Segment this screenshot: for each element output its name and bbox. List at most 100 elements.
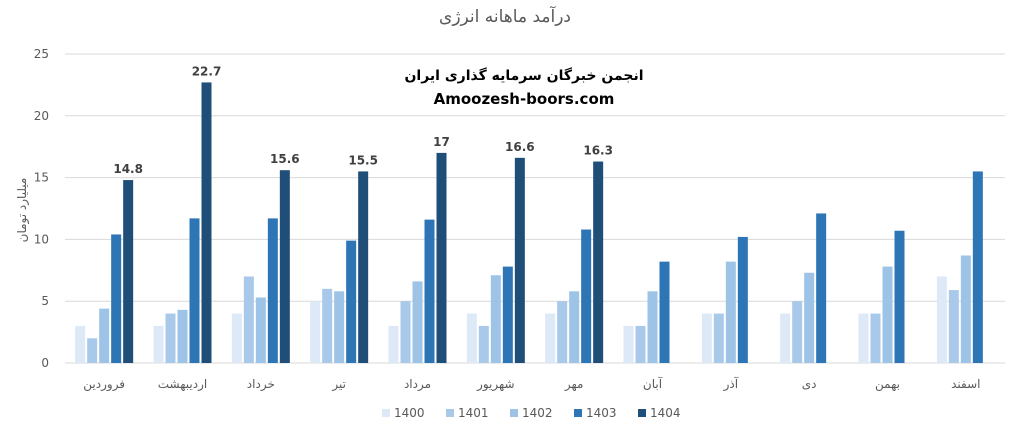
bar-1403-8 bbox=[659, 261, 670, 363]
x-category-label: آبان bbox=[643, 376, 663, 391]
watermark-site: Amoozesh-boors.com bbox=[434, 90, 615, 108]
data-label: 17 bbox=[433, 135, 450, 149]
bar-1404-5 bbox=[436, 152, 447, 363]
legend-swatch bbox=[638, 409, 646, 417]
bar-1403-7 bbox=[581, 229, 592, 363]
y-axis-ticks: 0 5 10 15 20 25 bbox=[34, 47, 49, 370]
bar-1402-5 bbox=[412, 281, 423, 363]
data-labels: 14.8 22.7 15.6 15.5 17 16.6 16.3 bbox=[113, 64, 613, 176]
bar-1402-1 bbox=[99, 308, 110, 363]
watermark-persian: انجمن خبرگان سرمایه گذاری ایران bbox=[404, 67, 643, 84]
data-label: 16.3 bbox=[583, 144, 613, 158]
bar-1404-3 bbox=[279, 170, 290, 363]
legend-swatch bbox=[446, 409, 454, 417]
bar-1400-2 bbox=[153, 325, 164, 363]
bar-1402-9 bbox=[725, 261, 736, 363]
bar-1401-7 bbox=[557, 301, 568, 363]
y-tick-label: 10 bbox=[34, 232, 49, 246]
bar-1401-3 bbox=[243, 276, 254, 363]
bar-1403-11 bbox=[894, 230, 905, 363]
chart-title: درآمد ماهانه انرژی bbox=[439, 5, 571, 27]
bar-1402-2 bbox=[177, 309, 188, 363]
bar-1401-10 bbox=[792, 301, 803, 363]
x-category-label: مهر bbox=[564, 377, 584, 392]
bar-1400-8 bbox=[623, 325, 634, 363]
bar-1402-3 bbox=[255, 297, 266, 363]
legend-label: 1404 bbox=[650, 406, 681, 420]
data-label: 15.6 bbox=[270, 152, 300, 166]
bar-1400-6 bbox=[466, 313, 477, 363]
bar-1400-4 bbox=[310, 301, 321, 363]
bar-1401-6 bbox=[478, 325, 489, 363]
bar-1401-11 bbox=[870, 313, 881, 363]
bar-1403-12 bbox=[972, 171, 983, 363]
bar-1402-7 bbox=[569, 291, 580, 363]
bar-1403-1 bbox=[111, 234, 122, 363]
x-category-label: مرداد bbox=[404, 377, 431, 392]
x-category-label: تیر bbox=[331, 377, 346, 392]
y-tick-label: 5 bbox=[41, 294, 49, 308]
bar-1403-10 bbox=[816, 213, 827, 363]
bar-1404-7 bbox=[593, 161, 604, 363]
bar-1401-1 bbox=[87, 338, 98, 363]
bar-1404-1 bbox=[123, 180, 134, 363]
bar-1400-7 bbox=[545, 313, 556, 363]
bar-1402-6 bbox=[490, 275, 501, 363]
bar-1400-11 bbox=[858, 313, 869, 363]
bar-1402-4 bbox=[334, 291, 345, 363]
legend-label: 1402 bbox=[522, 406, 553, 420]
y-tick-label: 15 bbox=[34, 171, 49, 185]
x-category-label: فروردین bbox=[83, 377, 125, 392]
y-axis-label: میلیارد تومان bbox=[15, 178, 30, 243]
legend-label: 1403 bbox=[586, 406, 617, 420]
bar-1401-8 bbox=[635, 325, 646, 363]
bars bbox=[75, 82, 983, 363]
legend: 1400 1401 1402 1403 1404 bbox=[382, 406, 681, 420]
legend-label: 1401 bbox=[458, 406, 489, 420]
bar-1401-9 bbox=[713, 313, 724, 363]
bar-1400-3 bbox=[231, 313, 242, 363]
bar-1400-5 bbox=[388, 325, 399, 363]
y-tick-label: 20 bbox=[34, 109, 49, 123]
legend-swatch bbox=[574, 409, 582, 417]
gridlines bbox=[65, 53, 1005, 364]
bar-1401-2 bbox=[165, 313, 176, 363]
x-category-label: دی bbox=[802, 377, 817, 391]
bar-1400-12 bbox=[936, 276, 947, 363]
data-label: 14.8 bbox=[113, 162, 143, 176]
x-category-label: آذر bbox=[723, 376, 739, 392]
x-category-label: بهمن bbox=[875, 377, 900, 392]
bar-1401-4 bbox=[322, 288, 333, 363]
y-tick-label: 25 bbox=[34, 47, 49, 61]
bar-1401-5 bbox=[400, 301, 411, 363]
bar-1403-5 bbox=[424, 219, 435, 363]
legend-swatch bbox=[382, 409, 390, 417]
bar-1401-12 bbox=[948, 290, 959, 363]
bar-1402-12 bbox=[960, 255, 971, 363]
bar-1402-10 bbox=[804, 272, 815, 363]
bar-1400-9 bbox=[701, 313, 712, 363]
bar-1404-6 bbox=[514, 157, 525, 363]
x-category-label: شهریور bbox=[476, 377, 515, 392]
bar-1403-4 bbox=[346, 240, 357, 363]
y-tick-label: 0 bbox=[41, 356, 49, 370]
bar-1403-3 bbox=[267, 218, 278, 363]
x-category-label: اردیبهشت bbox=[158, 377, 207, 392]
legend-swatch bbox=[510, 409, 518, 417]
bar-1403-6 bbox=[502, 266, 513, 363]
data-label: 22.7 bbox=[192, 64, 222, 78]
bar-1400-1 bbox=[75, 325, 86, 363]
bar-1400-10 bbox=[780, 313, 791, 363]
x-axis-categories: فروردین اردیبهشت خرداد تیر مرداد شهریور مهر آبا… bbox=[83, 376, 980, 392]
bar-1404-4 bbox=[358, 171, 369, 363]
bar-1403-2 bbox=[189, 218, 200, 363]
data-label: 16.6 bbox=[505, 140, 535, 154]
legend-label: 1400 bbox=[394, 406, 425, 420]
bar-1403-9 bbox=[737, 236, 748, 363]
bar-1402-8 bbox=[647, 291, 658, 363]
data-label: 15.5 bbox=[348, 153, 378, 167]
x-category-label: اسفند bbox=[951, 377, 980, 391]
x-category-label: خرداد bbox=[247, 377, 275, 392]
bar-1404-2 bbox=[201, 82, 212, 363]
